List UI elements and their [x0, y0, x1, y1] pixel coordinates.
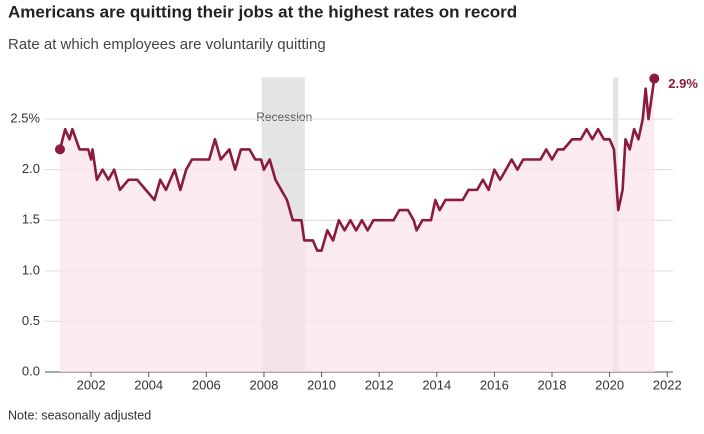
x-tick-label: 2012: [365, 377, 394, 392]
x-tick-label: 2004: [134, 377, 163, 392]
y-tick-label: 2.5%: [10, 110, 40, 125]
chart-title: Americans are quitting their jobs at the…: [8, 2, 517, 21]
end-dot: [649, 73, 660, 84]
shaded-period-label: Recession: [256, 110, 312, 124]
end-dot: [54, 144, 65, 155]
y-tick-label: 2.0: [22, 161, 40, 176]
y-tick-label: 1.5: [22, 212, 40, 227]
line: [58, 78, 656, 252]
chart-subtitle: Rate at which employees are voluntarily …: [8, 36, 326, 53]
x-tick-label: 2002: [77, 377, 106, 392]
y-tick-label: 0.0: [22, 363, 40, 378]
chart-note: Note: seasonally adjusted: [8, 408, 151, 422]
x-tick-label: 2008: [249, 377, 278, 392]
x-tick-label: 2018: [538, 377, 567, 392]
area: [59, 78, 655, 372]
x-tick-label: 2010: [307, 377, 336, 392]
x-tick-label: 2006: [192, 377, 221, 392]
x-tick-label: 2020: [595, 377, 624, 392]
end-label: 2.9%: [668, 76, 698, 91]
y-tick-label: 0.5: [22, 313, 40, 328]
x-tick-label: 2016: [480, 377, 509, 392]
x-tick-label: 2022: [653, 377, 682, 392]
x-tick-label: 2014: [422, 377, 451, 392]
y-tick-label: 1.0: [22, 262, 40, 277]
